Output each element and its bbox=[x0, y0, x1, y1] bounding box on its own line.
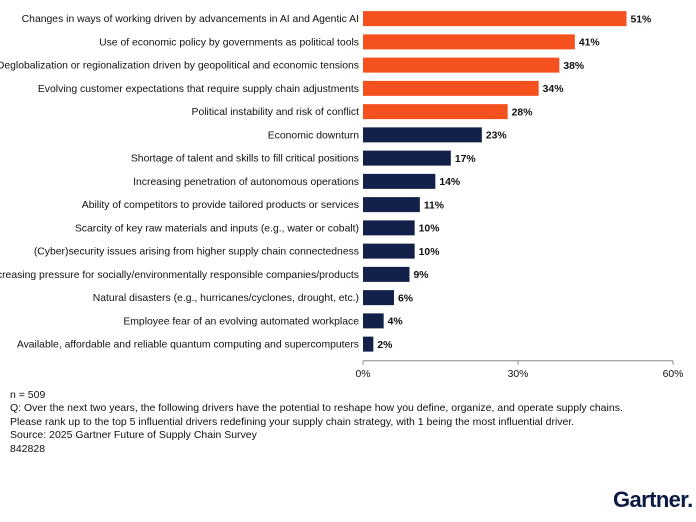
bar bbox=[363, 197, 420, 213]
value-label: 28% bbox=[512, 107, 533, 118]
bar bbox=[363, 104, 508, 120]
category-label: Use of economic policy by governments as… bbox=[99, 37, 359, 48]
bar bbox=[363, 243, 415, 259]
value-label: 6% bbox=[398, 293, 413, 304]
document-id: 842828 bbox=[10, 442, 46, 455]
bar bbox=[363, 313, 384, 329]
value-label: 38% bbox=[563, 61, 584, 72]
value-label: 14% bbox=[439, 177, 460, 188]
category-label: Changes in ways of working driven by adv… bbox=[22, 14, 359, 25]
category-label: Natural disasters (e.g., hurricanes/cycl… bbox=[93, 293, 359, 304]
category-label: Economic downturn bbox=[268, 130, 359, 141]
value-label: 4% bbox=[388, 317, 403, 328]
value-label: 10% bbox=[419, 224, 440, 235]
survey-instruction: Please rank up to the top 5 influential … bbox=[10, 415, 575, 428]
value-label: 51% bbox=[631, 14, 652, 25]
value-label: 17% bbox=[455, 154, 476, 165]
bar bbox=[363, 150, 451, 166]
value-label: 10% bbox=[419, 247, 440, 258]
x-tick-label: 60% bbox=[663, 369, 684, 380]
category-label: Shortage of talent and skills to fill cr… bbox=[131, 154, 359, 165]
value-label: 11% bbox=[424, 200, 444, 211]
sample-size: n = 509 bbox=[10, 389, 46, 401]
category-label: Evolving customer expectations that requ… bbox=[38, 84, 359, 95]
bar bbox=[363, 34, 575, 50]
value-label: 34% bbox=[543, 84, 564, 95]
value-label: 41% bbox=[579, 38, 600, 49]
value-label: 9% bbox=[414, 270, 429, 281]
chart-footnotes: n = 509 Q: Over the next two years, the … bbox=[10, 389, 670, 456]
bar bbox=[363, 173, 436, 189]
brand-dot: . bbox=[687, 487, 693, 512]
value-label: 2% bbox=[377, 340, 392, 351]
bar bbox=[363, 127, 482, 143]
category-label: Ability of competitors to provide tailor… bbox=[82, 200, 359, 211]
survey-question: Q: Over the next two years, the followin… bbox=[10, 402, 623, 415]
x-tick-label: 30% bbox=[508, 369, 529, 380]
bar-chart: Changes in ways of working driven by adv… bbox=[0, 11, 684, 380]
category-label: Deglobalization or regionalization drive… bbox=[0, 61, 359, 72]
bar bbox=[363, 80, 539, 96]
source-note: Source: 2025 Gartner Future of Supply Ch… bbox=[10, 429, 257, 442]
category-label: Increasing penetration of autonomous ope… bbox=[133, 177, 359, 188]
gartner-logo: Gartner. bbox=[613, 487, 693, 513]
bar bbox=[363, 290, 394, 306]
category-label: (Cyber)security issues arising from high… bbox=[34, 247, 359, 258]
category-label: Political instability and risk of confli… bbox=[192, 107, 360, 118]
bar bbox=[363, 11, 627, 27]
category-label: Scarcity of key raw materials and inputs… bbox=[75, 223, 359, 234]
x-tick-label: 0% bbox=[355, 369, 370, 380]
bar bbox=[363, 57, 560, 73]
category-label: Available, affordable and reliable quant… bbox=[17, 340, 359, 351]
bar bbox=[363, 266, 410, 282]
bar bbox=[363, 336, 374, 352]
bar bbox=[363, 220, 415, 236]
value-label: 23% bbox=[486, 131, 507, 142]
category-label: Employee fear of an evolving automated w… bbox=[123, 316, 359, 327]
category-label: Increasing pressure for socially/environ… bbox=[0, 270, 359, 281]
brand-name: Gartner bbox=[613, 487, 688, 512]
